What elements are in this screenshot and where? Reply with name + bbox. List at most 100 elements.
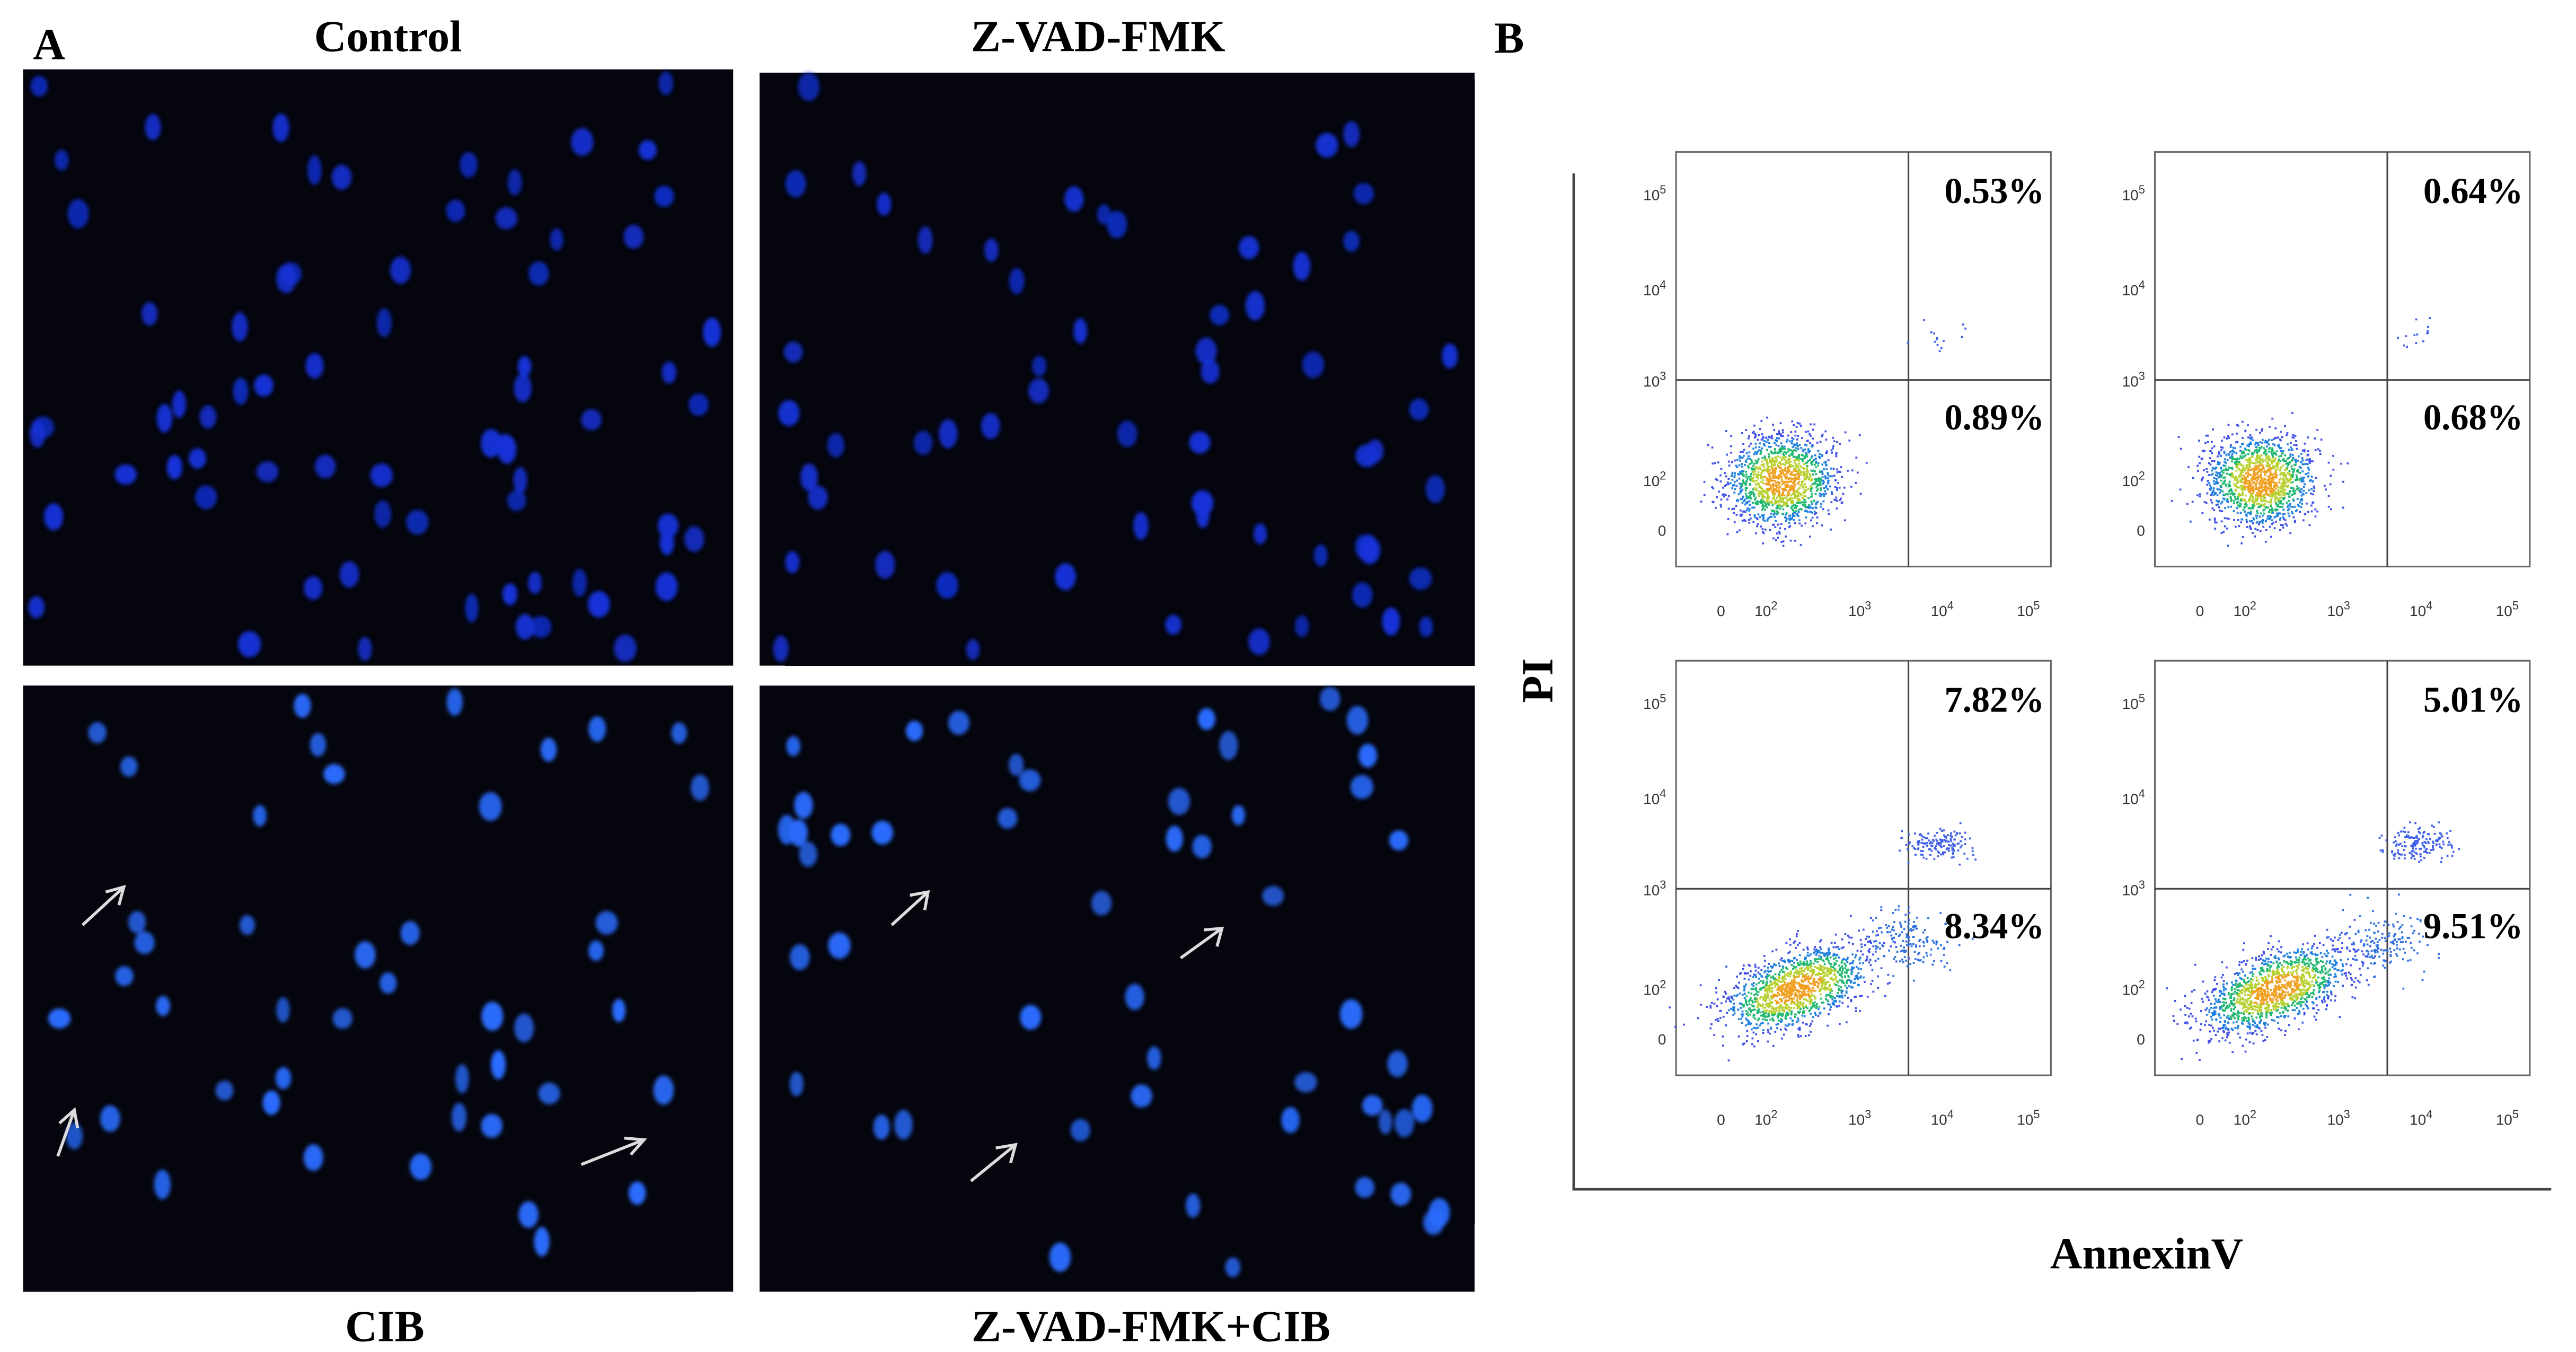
event [1798,522,1801,525]
event [2300,467,2302,469]
nucleus [513,467,527,494]
event [2252,453,2254,456]
event [1773,494,1776,497]
event [1821,472,1824,475]
event [2257,1013,2259,1015]
event [2257,444,2260,446]
event [1745,480,1748,482]
event [2212,487,2215,490]
event [1724,485,1726,487]
event [1816,952,1819,954]
event [2271,489,2274,492]
nucleus [894,1110,913,1140]
event [1829,1008,1831,1011]
event [1797,515,1799,517]
event [1797,1017,1799,1020]
nucleus [376,308,392,337]
event [1900,926,1903,928]
event [1896,951,1899,953]
event [1772,479,1775,482]
event [2242,1044,2244,1047]
event [1829,956,1832,959]
event [1794,522,1796,524]
event [2327,461,2330,464]
event [1943,965,1946,968]
event [1937,947,1939,950]
event [1799,425,1802,427]
event [1856,950,1859,952]
event [1814,454,1816,456]
event [2242,488,2244,491]
event [1877,987,1880,989]
event [1929,848,1931,850]
event [2271,454,2274,457]
event [1791,437,1793,439]
event [2297,503,2299,506]
event [1821,979,1823,981]
event [1819,993,1822,996]
event [2272,443,2274,445]
event [2270,461,2273,463]
event [2224,461,2226,463]
nucleus [233,377,249,405]
event [2288,457,2290,459]
event [1757,460,1759,462]
event [1792,514,1794,516]
event [2260,494,2262,497]
event [1804,976,1806,978]
event [1747,465,1749,467]
event [2276,485,2279,488]
event [2244,454,2247,456]
tick-label: 105 [2496,599,2519,619]
event [2224,525,2226,528]
event [2427,331,2429,334]
event [1754,998,1757,1000]
event [2201,512,2204,514]
event [1751,468,1754,470]
event [2301,499,2304,502]
event [1774,474,1776,477]
event [1738,529,1741,532]
event [1760,987,1762,989]
event [1940,960,1943,962]
event [1804,979,1806,982]
event [2230,450,2233,452]
event [1907,923,1910,925]
nucleus [628,1181,646,1205]
event [1961,336,1963,338]
event [1943,845,1945,847]
event [1770,466,1773,468]
event [1733,1009,1735,1012]
event [1808,1000,1811,1003]
tick-base: 10 [1643,696,1660,712]
event [1964,843,1966,846]
event [2288,491,2291,494]
event [1828,949,1830,952]
nucleus [595,911,618,935]
event [2275,497,2277,499]
event [2191,501,2194,503]
event [1803,962,1806,964]
event [2223,498,2226,501]
event [1764,457,1767,460]
event [2223,452,2226,454]
nuclei [773,72,1458,662]
event [2422,340,2424,343]
event [1760,988,1762,991]
event [2215,521,2218,524]
event [1761,1018,1764,1021]
event [1859,956,1862,959]
event [1922,931,1925,934]
event [1742,994,1744,996]
event [2301,478,2304,480]
nucleus [237,631,261,657]
event [1806,471,1809,473]
event [1746,1004,1748,1006]
event [1768,974,1770,977]
nucleus [446,199,465,222]
event [1954,838,1956,841]
event [1754,965,1757,968]
event [2275,485,2278,487]
event [1776,510,1778,513]
event [2212,494,2215,496]
